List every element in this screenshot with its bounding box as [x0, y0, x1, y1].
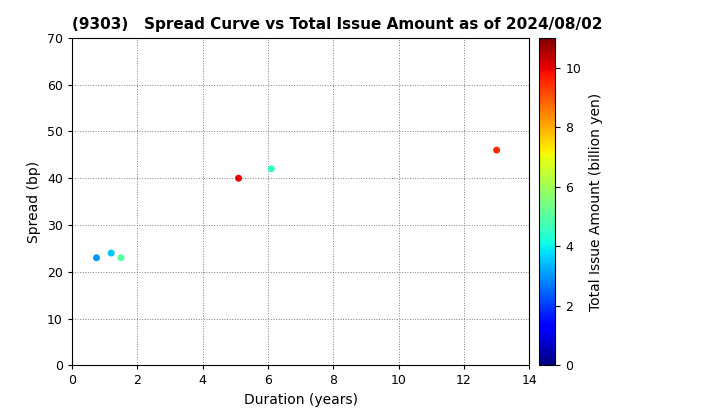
Point [266, 165, 277, 172]
Y-axis label: Total Issue Amount (billion yen): Total Issue Amount (billion yen) [590, 92, 603, 311]
Point [115, 255, 127, 261]
Y-axis label: Spread (bp): Spread (bp) [27, 160, 42, 243]
Point [491, 147, 503, 153]
Point [233, 175, 244, 181]
X-axis label: Duration (years): Duration (years) [243, 393, 358, 407]
Point [91, 255, 102, 261]
Point [105, 250, 117, 257]
Text: (9303)   Spread Curve vs Total Issue Amount as of 2024/08/02: (9303) Spread Curve vs Total Issue Amoun… [72, 18, 603, 32]
